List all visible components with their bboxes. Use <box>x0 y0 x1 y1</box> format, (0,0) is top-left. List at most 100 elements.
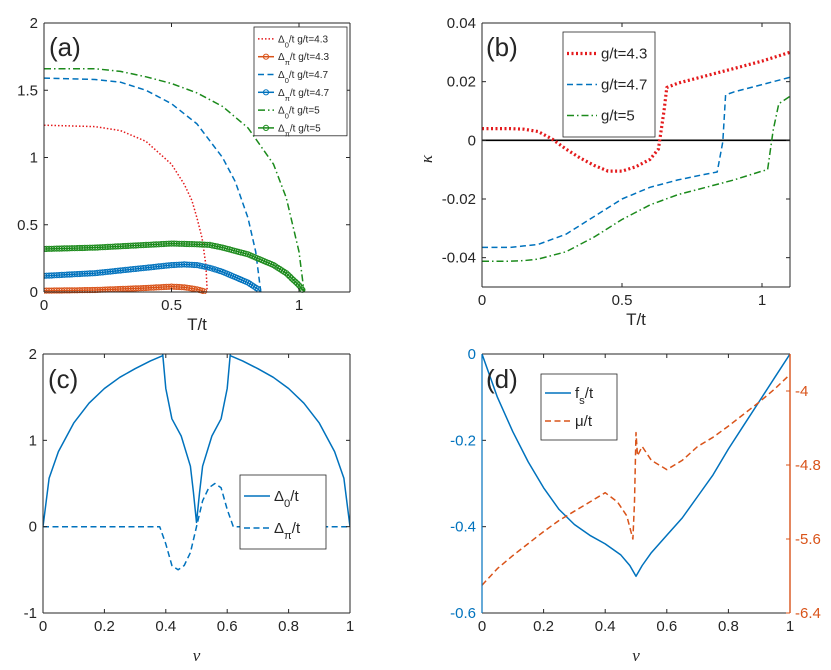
series-line-b-2-0 <box>482 95 790 262</box>
x-tick-label: 0.6 <box>217 618 238 635</box>
legend: Δ0/t Δπ/t <box>239 474 327 550</box>
axes: 0 0.5 1 0 0.5 1 1.5 2 T/t (a) <box>17 15 351 334</box>
x-axis-label: T/t <box>187 315 207 334</box>
y2-tick-label: -6.4 <box>795 605 821 622</box>
y-tick-label: 0 <box>468 132 476 149</box>
legend-label-0: Δ0/t g/t=4.3 <box>278 34 328 49</box>
legend-box <box>540 373 618 441</box>
y-tick-label: 1.5 <box>17 82 38 99</box>
series-group <box>482 353 790 586</box>
legend-label-1: Δπ/t <box>274 520 301 542</box>
legend-label-1: Δπ/t g/t=4.3 <box>278 52 330 66</box>
series-group <box>482 50 790 262</box>
legend: g/t=4.3 g/t=4.7 g/t=5 <box>562 31 656 138</box>
plot-area <box>482 354 790 613</box>
legend-label-1: g/t=4.7 <box>601 77 647 94</box>
legend-label-2: g/t=5 <box>601 108 635 125</box>
series-group <box>44 67 306 294</box>
y-tick-label: -0.02 <box>442 191 476 208</box>
y-tick-label: 0 <box>29 519 37 536</box>
panel-label: (b) <box>486 32 518 62</box>
x-tick-label: 0.8 <box>278 618 299 635</box>
y-tick-label: 1 <box>29 432 37 449</box>
x-tick-label: 1 <box>786 618 794 635</box>
series-line-a-2-0 <box>44 77 262 293</box>
series-line-b-0-0 <box>482 50 790 173</box>
series-marker <box>285 271 292 278</box>
legend-label-2: Δ0/t g/t=4.7 <box>278 70 328 85</box>
y2-tick-label: -4.8 <box>795 457 821 474</box>
legend-label-4: Δ0/t g/t=5 <box>278 106 320 121</box>
x-tick-label: 1 <box>295 297 303 314</box>
series-line-a-4-0 <box>44 67 305 293</box>
series-line-c-0-1 <box>161 353 232 524</box>
panel-label: (d) <box>486 364 518 394</box>
x-axis-label: T/t <box>626 310 646 329</box>
y-tick-label: 0.02 <box>447 74 476 91</box>
y-tick-label: -0.6 <box>450 605 476 622</box>
legend-label-5: Δπ/t g/t=5 <box>278 123 321 138</box>
panel-d: 0 0.2 0.4 0.6 0.8 1 -0.6 -0.4 -0.2 0 -6.4 -5.6 -4.8 -… <box>450 346 821 665</box>
series-line-c-0-2 <box>230 355 350 527</box>
legend-marker-1 <box>262 53 270 60</box>
legend: Δ0/t g/t=4.3 Δπ/t g/t=4.3 Δ0/t g/t=4.7 Δπ/t… <box>253 26 348 138</box>
panel-label: (a) <box>49 32 81 62</box>
y-tick-label: 0.04 <box>447 15 476 32</box>
y2-tick-label: -4 <box>795 383 808 400</box>
legend-label-1: μ/t <box>575 413 593 430</box>
legend: fs/t μ/t <box>540 373 618 441</box>
x-tick-label: 0 <box>478 618 486 635</box>
series-group <box>43 353 350 571</box>
x-tick-label: 0 <box>40 297 48 314</box>
x-tick-label: 1 <box>346 618 354 635</box>
panel-a: 0 0.5 1 0 0.5 1 1.5 2 T/t (a) Δ0/t g/t=4.3 Δπ/t g/t… <box>17 15 351 334</box>
series-line-c-1-0 <box>43 482 350 571</box>
series-line-d-0-0 <box>482 353 790 578</box>
panel-label: (c) <box>48 364 78 394</box>
legend-label-3: Δπ/t g/t=4.7 <box>278 88 330 103</box>
series-marker <box>283 270 290 277</box>
legend-marker-3 <box>262 89 270 96</box>
y-tick-label: -0.4 <box>450 519 476 536</box>
y2-tick-label: -5.6 <box>795 531 821 548</box>
y-tick-label: -1 <box>24 605 37 622</box>
axes: 0 0.2 0.4 0.6 0.8 1 -0.6 -0.4 -0.2 0 -6.4 -5.6 -4.8 -… <box>450 346 821 665</box>
series-marker <box>294 280 301 287</box>
x-tick-label: 0.8 <box>718 618 739 635</box>
legend-box <box>253 26 348 137</box>
x-axis-label: ν <box>193 646 201 665</box>
x-tick-label: 0.5 <box>161 297 182 314</box>
y-tick-label: -0.2 <box>450 432 476 449</box>
legend-label-0: fs/t <box>575 385 594 407</box>
series-line-c-0-0 <box>43 355 163 527</box>
x-tick-label: 0 <box>478 292 486 309</box>
legend-box <box>239 474 327 550</box>
y-tick-label: 2 <box>30 15 38 32</box>
x-tick-label: 0.6 <box>656 618 677 635</box>
y-tick-label: 1 <box>30 150 38 167</box>
series-line-b-1-0 <box>482 76 790 249</box>
series-marker <box>292 278 299 285</box>
x-tick-label: 1 <box>758 292 766 309</box>
x-tick-label: 0.4 <box>155 618 176 635</box>
legend-marker-5 <box>262 124 270 132</box>
y-tick-label: 0 <box>30 284 38 301</box>
x-tick-label: 0.2 <box>533 618 554 635</box>
series-marker <box>288 275 295 282</box>
series-marker <box>200 288 208 294</box>
y-tick-label: -0.04 <box>442 250 476 267</box>
x-tick-label: 0.4 <box>595 618 616 635</box>
x-tick-label: 0.2 <box>94 618 115 635</box>
x-axis-label: ν <box>632 646 640 665</box>
y-tick-label: 0.5 <box>17 217 38 234</box>
series-line-d-1-0 <box>482 373 790 586</box>
series-marker <box>286 273 293 280</box>
y-tick-label: 2 <box>29 346 37 363</box>
y-tick-label: 0 <box>468 346 476 363</box>
legend-label-0: Δ0/t <box>274 488 299 510</box>
x-tick-label: 0 <box>39 618 47 635</box>
